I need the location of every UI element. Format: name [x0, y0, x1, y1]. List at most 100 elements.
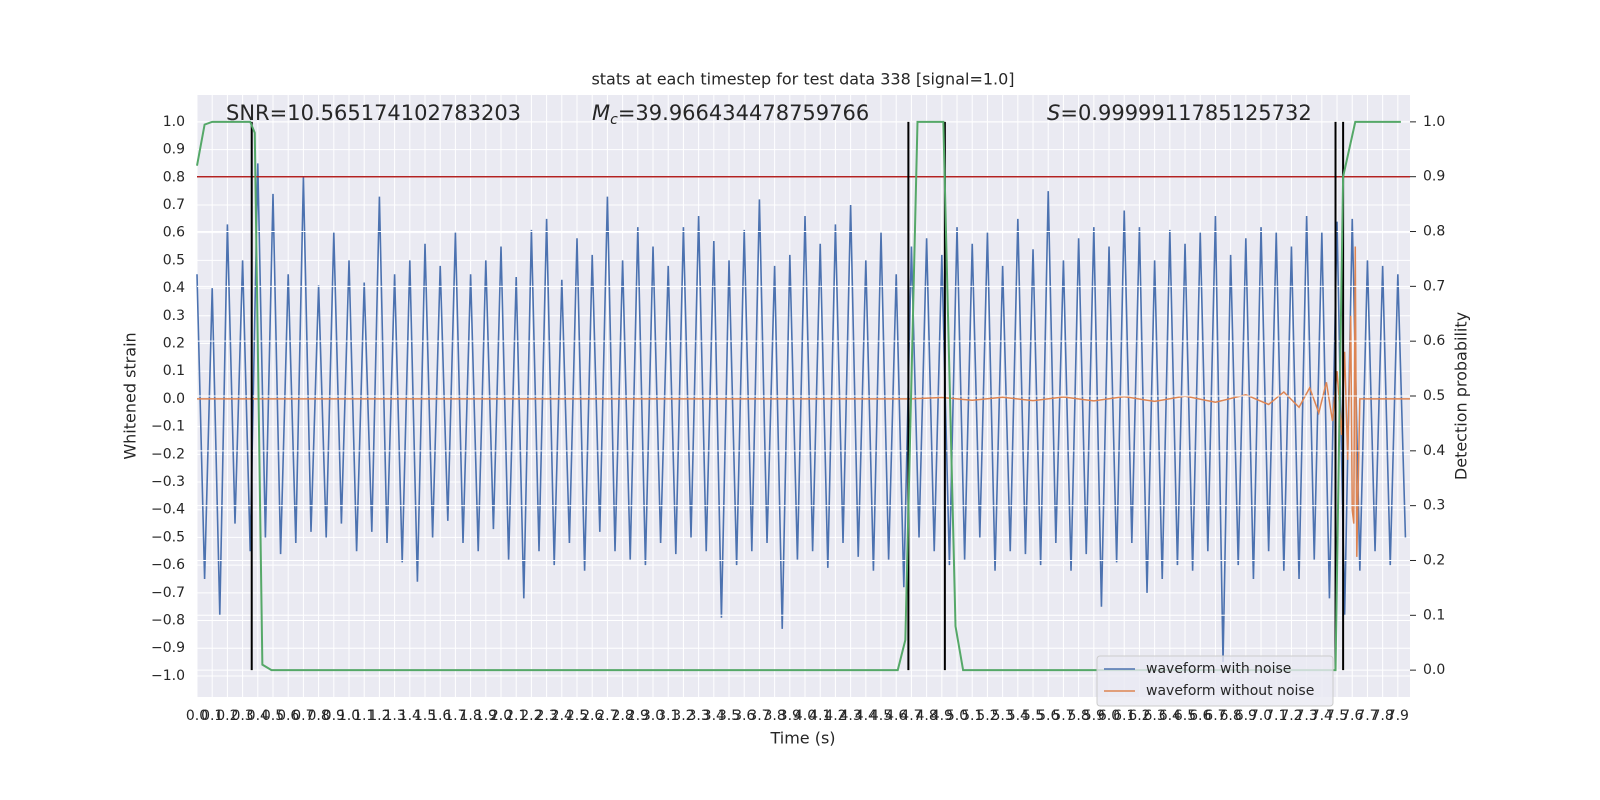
x-tick-label: 3.8 — [763, 708, 785, 724]
annotation-subscript: c — [610, 112, 618, 128]
y-tick-label: 0.1 — [163, 363, 185, 379]
x-tick-label: 1.0 — [338, 708, 360, 724]
x-tick-label: 0.6 — [277, 708, 299, 724]
x-tick-label: 5.3 — [991, 708, 1013, 724]
x-tick-label: 3.7 — [748, 708, 770, 724]
x-tick-label: 5.0 — [946, 708, 968, 724]
y2-tick-label: 0.7 — [1423, 278, 1445, 294]
legend: waveform with noise waveform without nois… — [1096, 655, 1334, 707]
x-tick-label: 3.9 — [779, 708, 801, 724]
y-tick-label: 0.5 — [163, 252, 185, 268]
x-tick-label: 1.1 — [353, 708, 375, 724]
series-line — [197, 246, 1410, 557]
y-tick-label: 0.6 — [163, 225, 185, 241]
detection-line — [196, 120, 1401, 672]
x-tick-label: 1.8 — [459, 708, 481, 724]
y-tick-label: −0.4 — [151, 502, 185, 518]
x-tick-label: 3.0 — [642, 708, 664, 724]
y-tick-label: 0.8 — [163, 169, 185, 185]
x-tick-label: 4.6 — [885, 708, 907, 724]
y-tick-label: 0.2 — [163, 336, 185, 352]
x-tick-label: 3.6 — [733, 708, 755, 724]
x-tick-label: 0.1 — [201, 708, 223, 724]
x-tick-label: 5.9 — [1083, 708, 1105, 724]
x-tick-label: 7.2 — [1280, 708, 1302, 724]
y-tick-label: −1.0 — [151, 668, 185, 684]
x-tick-label: 2.4 — [551, 708, 573, 724]
x-tick-label: 2.8 — [611, 708, 633, 724]
x-tick-label: 4.3 — [839, 708, 861, 724]
x-tick-label: 5.5 — [1022, 708, 1044, 724]
x-tick-label: 5.4 — [1007, 708, 1029, 724]
y-axis-label: Whitened strain — [121, 332, 140, 459]
y2-tick-label: 0.4 — [1423, 443, 1445, 459]
x-tick-label: 1.3 — [383, 708, 405, 724]
y-tick-label: 0.3 — [163, 308, 185, 324]
y-tick-label: −0.6 — [151, 557, 185, 573]
x-tick-label: 4.7 — [900, 708, 922, 724]
annotation-text: SNR=10.565174102783203 — [226, 101, 521, 125]
x-tick-label: 4.4 — [855, 708, 877, 724]
x-tick-label: 6.1 — [1113, 708, 1135, 724]
legend-label: waveform with noise — [1146, 661, 1291, 677]
x-tick-label: 0.4 — [247, 708, 269, 724]
x-tick-label: 7.6 — [1341, 708, 1363, 724]
x-tick-label: 6.2 — [1128, 708, 1150, 724]
x-tick-label: 5.1 — [961, 708, 983, 724]
annotation: Mc=39.966434478759766 — [592, 101, 869, 128]
x-tick-label: 0.5 — [262, 708, 284, 724]
x-tick-label: 7.9 — [1387, 708, 1409, 724]
x-tick-label: 6.3 — [1143, 708, 1165, 724]
x-tick-label: 2.0 — [490, 708, 512, 724]
x-tick-label: 0.2 — [216, 708, 238, 724]
x-tick-label: 3.4 — [703, 708, 725, 724]
y2-tick-label: 0.9 — [1423, 169, 1445, 185]
x-tick-label: 3.3 — [687, 708, 709, 724]
legend-box — [1096, 655, 1334, 707]
x-tick-label: 4.2 — [824, 708, 846, 724]
x-tick-label: 1.7 — [444, 708, 466, 724]
x-tick-label: 7.5 — [1326, 708, 1348, 724]
y-tick-label: −0.1 — [151, 419, 185, 435]
x-tick-label: 2.9 — [627, 708, 649, 724]
x-tick-label: 2.3 — [535, 708, 557, 724]
y-tick-label: −0.3 — [151, 474, 185, 490]
x-tick-label: 2.1 — [505, 708, 527, 724]
x-tick-label: 6.7 — [1204, 708, 1226, 724]
x-tick-label: 0.8 — [307, 708, 329, 724]
y-tick-label: −0.8 — [151, 613, 185, 629]
x-tick-label: 6.5 — [1174, 708, 1196, 724]
y2-tick-label: 0.5 — [1423, 388, 1445, 404]
x-tick-label: 1.2 — [368, 708, 390, 724]
y2-tick-label: 1.0 — [1423, 114, 1445, 130]
x-tick-label: 1.4 — [399, 708, 421, 724]
y2-tick-label: 0.6 — [1423, 333, 1445, 349]
x-tick-label: 6.8 — [1220, 708, 1242, 724]
y-tick-label: 0.0 — [163, 391, 185, 407]
x-tick-label: 5.6 — [1037, 708, 1059, 724]
x-tick-label: 7.3 — [1296, 708, 1318, 724]
x-tick-label: 4.9 — [931, 708, 953, 724]
x-tick-label: 0.3 — [231, 708, 253, 724]
annotation-symbol: S — [1047, 101, 1060, 125]
x-tick-label: 7.7 — [1356, 708, 1378, 724]
x-tick-label: 2.7 — [596, 708, 618, 724]
y2-tick-label: 0.1 — [1423, 607, 1445, 623]
x-tick-label: 6.0 — [1098, 708, 1120, 724]
x-tick-label: 0.9 — [323, 708, 345, 724]
y-tick-label: −0.7 — [151, 585, 185, 601]
y-tick-label: −0.2 — [151, 446, 185, 462]
x-tick-label: 7.0 — [1250, 708, 1272, 724]
annotation-text: =0.9999911785125732 — [1060, 101, 1311, 125]
x-tick-label: 0.0 — [186, 708, 208, 724]
y2-tick-label: 0.2 — [1423, 552, 1445, 568]
x-tick-label: 4.8 — [915, 708, 937, 724]
x-tick-label: 4.0 — [794, 708, 816, 724]
x-tick-label: 1.5 — [414, 708, 436, 724]
x-tick-label: 5.7 — [1052, 708, 1074, 724]
x-tick-label: 2.6 — [581, 708, 603, 724]
y2-tick-label: 0.0 — [1423, 662, 1445, 678]
x-tick-label: 4.1 — [809, 708, 831, 724]
chart-title: stats at each timestep for test data 338… — [591, 70, 1014, 89]
y-tick-label: −0.9 — [151, 640, 185, 656]
